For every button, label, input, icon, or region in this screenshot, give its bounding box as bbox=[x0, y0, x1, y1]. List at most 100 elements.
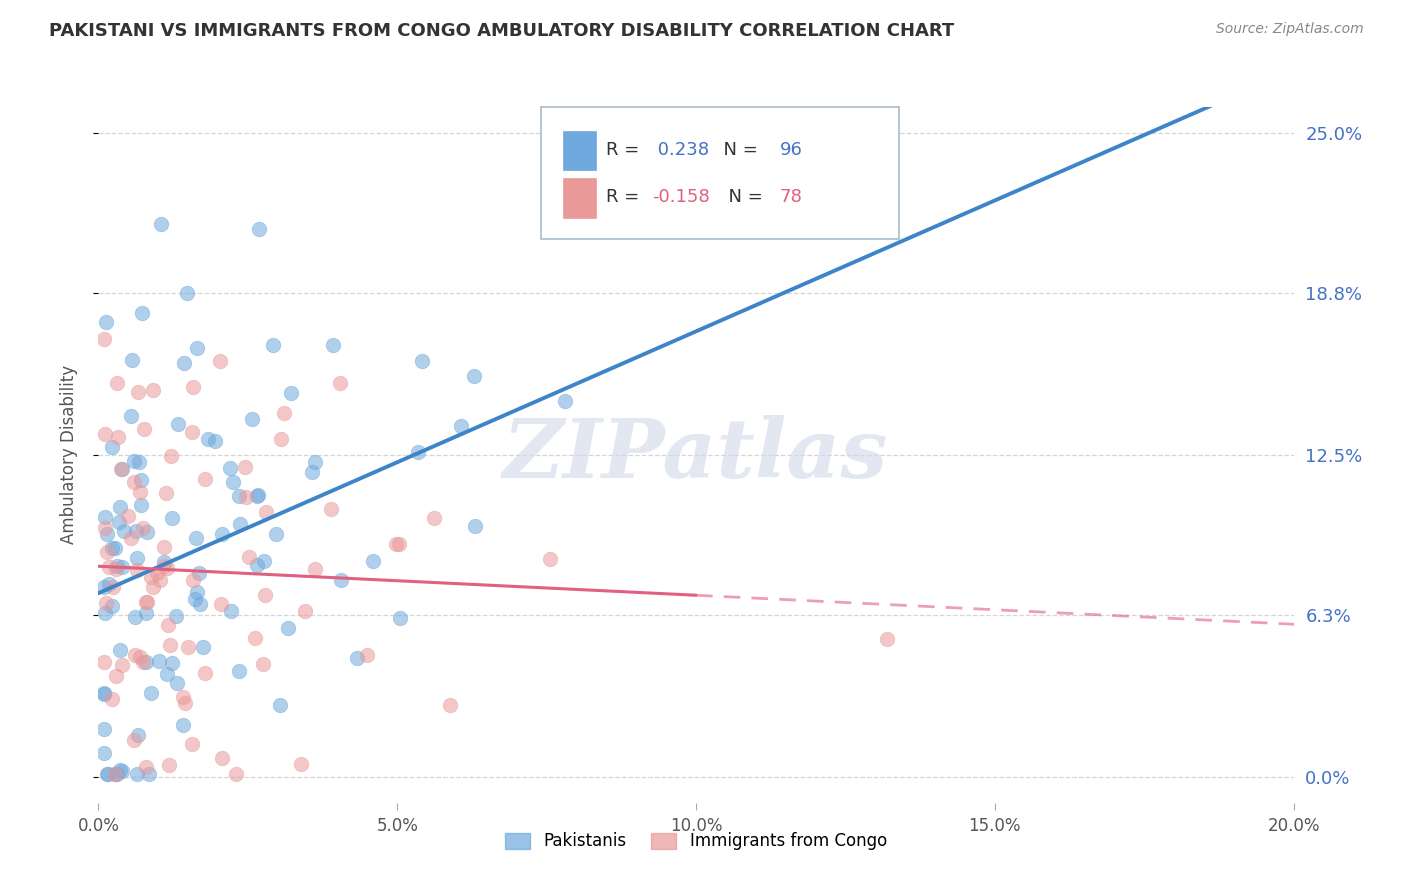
Point bbox=[160, 511, 183, 525]
Point bbox=[145, 566, 167, 580]
Point bbox=[101, 440, 124, 454]
Point bbox=[193, 666, 215, 681]
Point bbox=[135, 595, 157, 609]
Point bbox=[238, 549, 260, 564]
Point bbox=[98, 577, 121, 591]
Text: PAKISTANI VS IMMIGRANTS FROM CONGO AMBULATORY DISABILITY CORRELATION CHART: PAKISTANI VS IMMIGRANTS FROM CONGO AMBUL… bbox=[49, 22, 955, 40]
Point bbox=[112, 524, 135, 538]
Point bbox=[322, 338, 344, 352]
Point bbox=[388, 537, 411, 551]
Point bbox=[280, 386, 302, 401]
Point bbox=[233, 460, 256, 475]
Point bbox=[197, 432, 219, 446]
Point bbox=[96, 527, 118, 541]
Point bbox=[127, 728, 149, 742]
Point bbox=[135, 595, 157, 609]
Point bbox=[180, 425, 202, 439]
Point bbox=[174, 696, 197, 710]
Point bbox=[243, 632, 266, 646]
Point bbox=[111, 560, 134, 574]
Point bbox=[138, 767, 160, 781]
Point bbox=[96, 767, 118, 781]
Point bbox=[93, 520, 115, 534]
Point bbox=[184, 591, 207, 606]
Point bbox=[93, 332, 115, 346]
Point bbox=[160, 657, 183, 671]
Point bbox=[136, 524, 159, 539]
Point bbox=[129, 484, 152, 499]
Point bbox=[329, 376, 352, 390]
Y-axis label: Ambulatory Disability: Ambulatory Disability bbox=[59, 366, 77, 544]
Point bbox=[361, 554, 384, 568]
Legend: Pakistanis, Immigrants from Congo: Pakistanis, Immigrants from Congo bbox=[498, 826, 894, 857]
Text: R =: R = bbox=[606, 141, 645, 159]
Point bbox=[209, 598, 232, 612]
Point bbox=[122, 453, 145, 467]
Point bbox=[157, 617, 180, 632]
Point bbox=[235, 490, 257, 504]
Point bbox=[186, 585, 208, 599]
Point bbox=[406, 445, 429, 459]
Point bbox=[156, 667, 179, 681]
Point bbox=[107, 515, 129, 529]
Point bbox=[110, 461, 132, 475]
Point bbox=[135, 655, 157, 669]
FancyBboxPatch shape bbox=[564, 178, 596, 218]
Text: N =: N = bbox=[717, 188, 769, 206]
Point bbox=[94, 606, 117, 620]
Point bbox=[411, 354, 433, 368]
Point bbox=[211, 751, 233, 765]
Point bbox=[111, 462, 134, 476]
Point bbox=[181, 573, 204, 587]
Point bbox=[98, 560, 121, 574]
Point bbox=[294, 604, 316, 618]
Point bbox=[93, 686, 115, 700]
Point bbox=[228, 489, 250, 503]
Point bbox=[134, 422, 156, 436]
Point bbox=[153, 541, 176, 555]
Point bbox=[219, 604, 242, 618]
Point bbox=[277, 621, 299, 635]
Point bbox=[229, 517, 252, 532]
Point bbox=[155, 486, 177, 500]
Point bbox=[128, 455, 150, 469]
Point bbox=[219, 461, 242, 475]
Point bbox=[101, 580, 124, 594]
Point bbox=[222, 475, 245, 489]
Point bbox=[153, 555, 176, 569]
Point bbox=[181, 380, 204, 394]
Point bbox=[186, 341, 208, 355]
Point bbox=[876, 632, 898, 647]
Point bbox=[96, 545, 118, 559]
Point bbox=[225, 767, 247, 781]
Point bbox=[193, 640, 215, 655]
Point bbox=[124, 610, 146, 624]
Point bbox=[142, 384, 165, 398]
Text: Source: ZipAtlas.com: Source: ZipAtlas.com bbox=[1216, 22, 1364, 37]
Point bbox=[104, 541, 127, 555]
Point bbox=[211, 527, 233, 541]
Point bbox=[122, 733, 145, 747]
Point bbox=[204, 434, 226, 449]
Point bbox=[290, 757, 312, 772]
Text: ZIPatlas: ZIPatlas bbox=[503, 415, 889, 495]
Point bbox=[148, 573, 170, 587]
Point bbox=[105, 767, 128, 781]
Point bbox=[450, 419, 472, 434]
Point bbox=[180, 737, 202, 751]
Point bbox=[270, 432, 292, 446]
Point bbox=[155, 561, 177, 575]
Point bbox=[141, 686, 163, 700]
Point bbox=[127, 767, 149, 781]
Point bbox=[172, 718, 194, 732]
Point bbox=[304, 455, 326, 469]
Point bbox=[423, 511, 446, 525]
Point bbox=[93, 687, 115, 701]
Text: 96: 96 bbox=[779, 141, 803, 159]
Point bbox=[247, 221, 270, 235]
Point bbox=[107, 429, 129, 443]
Point bbox=[253, 554, 276, 568]
Point bbox=[186, 531, 208, 545]
Point bbox=[100, 541, 122, 555]
Point bbox=[166, 676, 188, 690]
